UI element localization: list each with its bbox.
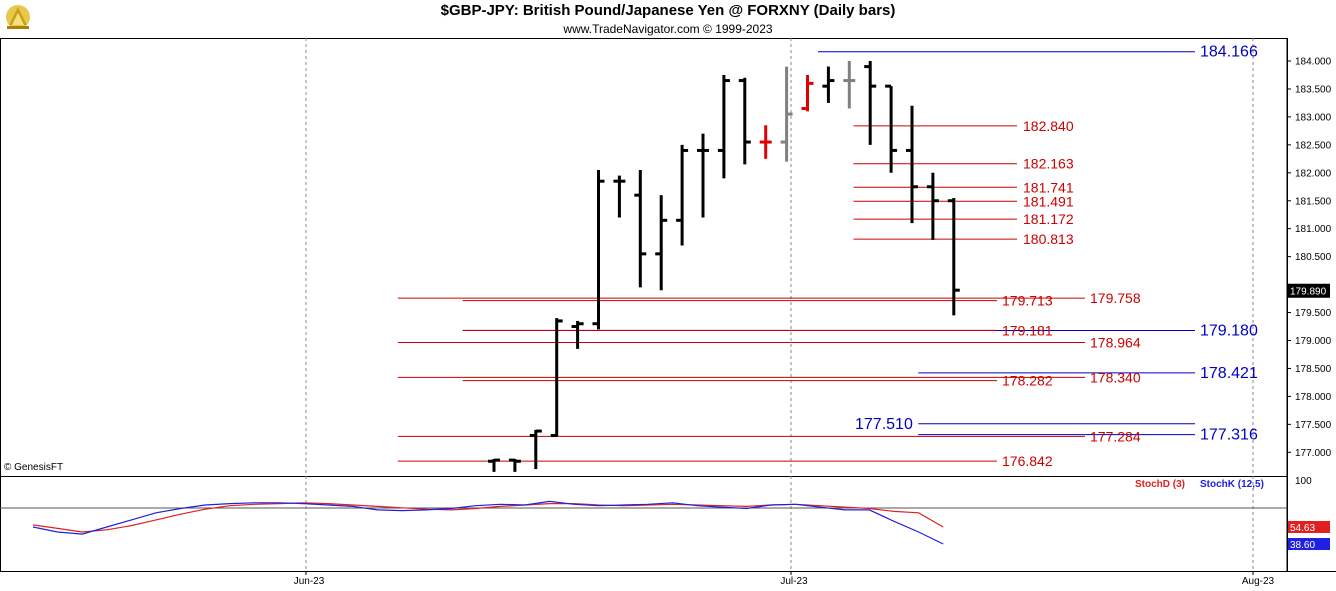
y-tick-label: 183.500: [1295, 84, 1332, 95]
level-label: 178.340: [1090, 369, 1141, 385]
level-label: 179.758: [1090, 290, 1141, 306]
y-tick-label: 100: [1295, 476, 1312, 487]
series-last-tag: [1288, 538, 1330, 551]
level-label: 176.842: [1002, 453, 1053, 469]
level-label: 181.741: [1023, 179, 1074, 195]
y-tick-label: 177.500: [1295, 420, 1332, 431]
series-line-blue: [32, 500, 944, 545]
y-tick-label: 181.000: [1295, 224, 1332, 235]
level-label: 179.181: [1002, 322, 1053, 338]
level-label: 177.510: [855, 416, 913, 433]
last-price-tag: [1288, 283, 1330, 298]
x-tick-label: Aug-23: [1242, 576, 1275, 587]
y-tick-label: 178.000: [1295, 392, 1332, 403]
y-tick-label: 180.500: [1295, 252, 1332, 263]
y-tick-label: 184.000: [1295, 57, 1332, 68]
series-last-label: 54.63: [1290, 523, 1315, 534]
level-label: 181.172: [1023, 211, 1074, 227]
y-tick-label: 182.000: [1295, 168, 1332, 179]
level-label: 182.163: [1023, 156, 1074, 172]
x-tick-label: Jun-23: [294, 576, 325, 587]
y-tick-label: 177.000: [1295, 448, 1332, 459]
chart-title: $GBP-JPY: British Pound/Japanese Yen @ F…: [440, 2, 896, 19]
stoch-panel-frame: [0, 476, 1288, 572]
credit-label: © GenesisFT: [4, 462, 64, 473]
legend-entry-stochk: StochK (12,5): [1200, 479, 1264, 490]
y-tick-label: 179.500: [1295, 308, 1332, 319]
level-label: 177.284: [1090, 428, 1141, 444]
x-tick-label: Jul-23: [780, 576, 808, 587]
chart-subtitle: www.TradeNavigator.com © 1999-2023: [563, 22, 773, 36]
series-line-red: [32, 502, 944, 533]
level-label: 182.840: [1023, 118, 1074, 134]
y-tick-label: 181.500: [1295, 196, 1332, 207]
price-panel-frame: [0, 38, 1288, 477]
last-price-label: 179.890: [1290, 287, 1327, 298]
level-label: 178.421: [1200, 365, 1258, 382]
level-label: 179.180: [1200, 322, 1258, 339]
level-label: 178.282: [1002, 373, 1053, 389]
y-tick-label: 183.000: [1295, 112, 1332, 123]
legend-entry-stochd: StochD (3): [1135, 479, 1185, 490]
series-last-tag: [1288, 520, 1330, 533]
y-tick-label: 182.500: [1295, 140, 1332, 151]
series-last-label: 38.60: [1290, 540, 1315, 551]
level-label: 184.166: [1200, 44, 1258, 61]
level-label: 180.813: [1023, 231, 1074, 247]
y-tick-label: 179.000: [1295, 336, 1332, 347]
level-label: 181.491: [1023, 193, 1074, 209]
logo-icon: [3, 3, 33, 38]
level-label: 177.316: [1200, 427, 1258, 444]
level-label: 179.713: [1002, 293, 1053, 309]
level-label: 178.964: [1090, 335, 1141, 351]
y-tick-label: 178.500: [1295, 364, 1332, 375]
